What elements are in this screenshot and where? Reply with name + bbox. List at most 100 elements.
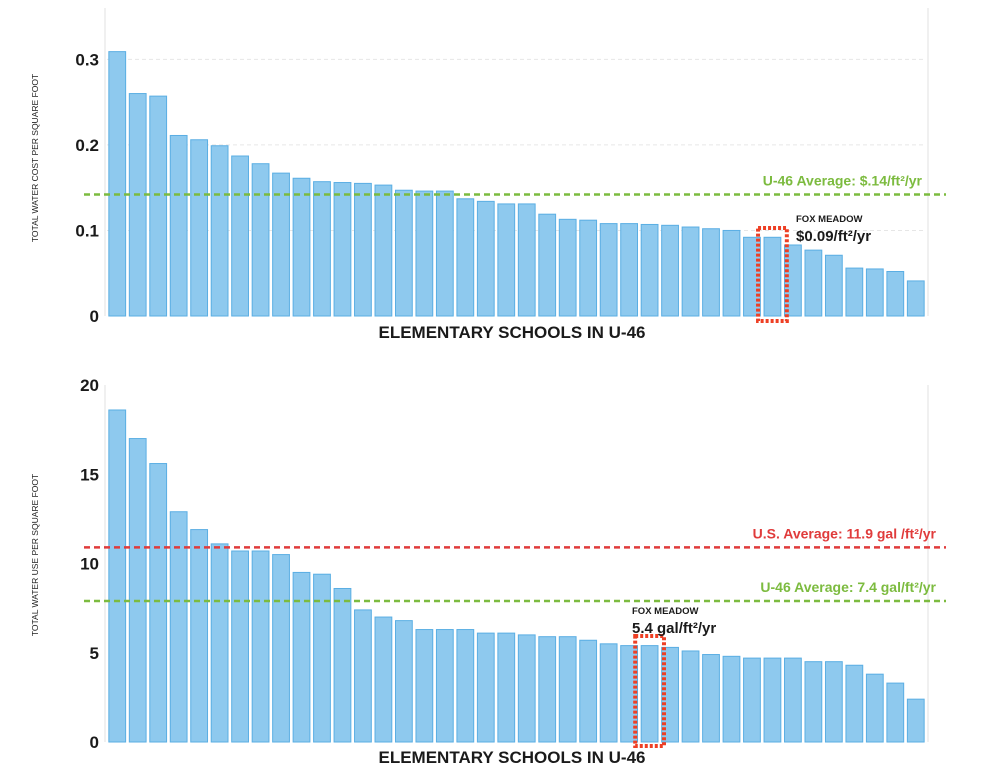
y-axis-label: TOTAL WATER COST PER SQUARE FOOT: [30, 74, 40, 242]
reference-lines: U-46 Average: $.14/ft²/yr: [84, 173, 946, 196]
bar: [333, 587, 352, 743]
bar: [599, 643, 618, 743]
bar: [415, 629, 434, 743]
bar: [476, 200, 495, 317]
y-axis-label: TOTAL WATER USE PER SQUARE FOOT: [30, 474, 40, 636]
bar: [415, 190, 434, 317]
highlight-box: [756, 226, 789, 323]
bar: [558, 636, 577, 743]
bar: [784, 244, 802, 317]
y-tick-label: 0.1: [75, 221, 99, 240]
reference-line-label: U.S. Average: 11.9 gal /ft²/yr: [753, 525, 937, 541]
highlight-value: 5.4 gal/ft²/yr: [632, 620, 716, 637]
water-cost-chart: 0 0.1 0.2 0.3 TOTAL WATER COST PER SQUARE F…: [30, 8, 946, 342]
bar: [497, 203, 516, 317]
bar: [435, 190, 454, 317]
bar: [435, 629, 454, 743]
bar: [497, 632, 516, 743]
bar: [804, 249, 823, 317]
bar: [108, 409, 127, 743]
bar: [886, 682, 905, 743]
bar: [620, 223, 639, 317]
bar: [313, 181, 331, 317]
bar: [722, 655, 741, 743]
bars: [108, 51, 925, 317]
bar: [251, 163, 270, 317]
bar: [394, 189, 413, 317]
bar: [599, 223, 618, 317]
bar: [333, 182, 352, 317]
bar: [743, 657, 761, 743]
bar: [538, 636, 557, 743]
bar: [149, 95, 168, 317]
bar: [824, 661, 843, 743]
y-tick-label: 10: [80, 555, 99, 574]
bar: [804, 661, 823, 743]
x-axis-label: ELEMENTARY SCHOOLS IN U-46: [379, 323, 646, 342]
bar: [272, 172, 290, 317]
x-axis-label: ELEMENTARY SCHOOLS IN U-46: [379, 748, 646, 767]
y-tick-label: 0.3: [75, 50, 99, 69]
bar: [190, 139, 209, 317]
bar: [579, 639, 598, 743]
reference-line-label: U-46 Average: 7.4 gal/ft²/yr: [760, 579, 936, 595]
bar: [313, 573, 331, 743]
reference-line-label: U-46 Average: $.14/ft²/yr: [763, 173, 923, 189]
y-tick-label: 15: [80, 465, 99, 484]
bar: [354, 182, 372, 317]
bar: [579, 219, 598, 317]
y-tick-label: 0: [90, 733, 99, 752]
bar: [640, 223, 659, 317]
highlight-box: [633, 634, 666, 748]
bar: [108, 51, 127, 317]
bar: [661, 224, 679, 317]
bar: [558, 218, 577, 317]
bar: [272, 554, 290, 743]
bar: [354, 609, 372, 743]
bar: [374, 184, 393, 317]
highlight-title: FOX MEADOW: [796, 214, 863, 225]
y-axis-ticks: 0 5 10 15 20: [80, 376, 99, 752]
bar: [906, 698, 925, 743]
bar: [476, 632, 495, 743]
y-tick-label: 20: [80, 376, 99, 395]
bar: [702, 228, 720, 317]
bar: [210, 145, 229, 317]
bar: [394, 620, 413, 743]
y-tick-label: 0: [90, 307, 99, 326]
bar: [865, 268, 884, 317]
bar: [231, 550, 249, 743]
bar: [722, 229, 741, 317]
bar: [784, 657, 802, 743]
grid-lines: [107, 58, 926, 231]
bar: [190, 529, 209, 743]
reference-lines: U.S. Average: 11.9 gal /ft²/yr U-46 Avera…: [84, 525, 946, 603]
bar: [149, 463, 168, 743]
bar: [702, 654, 720, 743]
bar: [169, 511, 188, 743]
bar: [456, 198, 475, 317]
bar: [210, 543, 229, 743]
bar: [906, 280, 925, 317]
bar: [128, 93, 147, 317]
bar: [251, 550, 270, 743]
bar: [456, 629, 475, 743]
bar: [845, 267, 864, 317]
bar: [845, 664, 864, 743]
bar: [763, 657, 782, 743]
bar: [538, 213, 557, 317]
bar: [169, 134, 188, 317]
highlight-value: $0.09/ft²/yr: [796, 228, 871, 245]
highlight-fox-meadow: FOX MEADOW $0.09/ft²/yr: [756, 214, 871, 323]
bar: [681, 650, 700, 743]
bar: [886, 271, 905, 317]
bar: [517, 203, 536, 317]
y-tick-label: 0.2: [75, 136, 99, 155]
highlight-fox-meadow: FOX MEADOW 5.4 gal/ft²/yr: [632, 606, 716, 748]
bar: [292, 571, 311, 743]
y-axis-ticks: 0 0.1 0.2 0.3: [75, 50, 99, 326]
bar: [681, 226, 700, 317]
bar: [824, 254, 843, 317]
y-tick-label: 5: [90, 644, 99, 663]
bar: [517, 634, 536, 743]
